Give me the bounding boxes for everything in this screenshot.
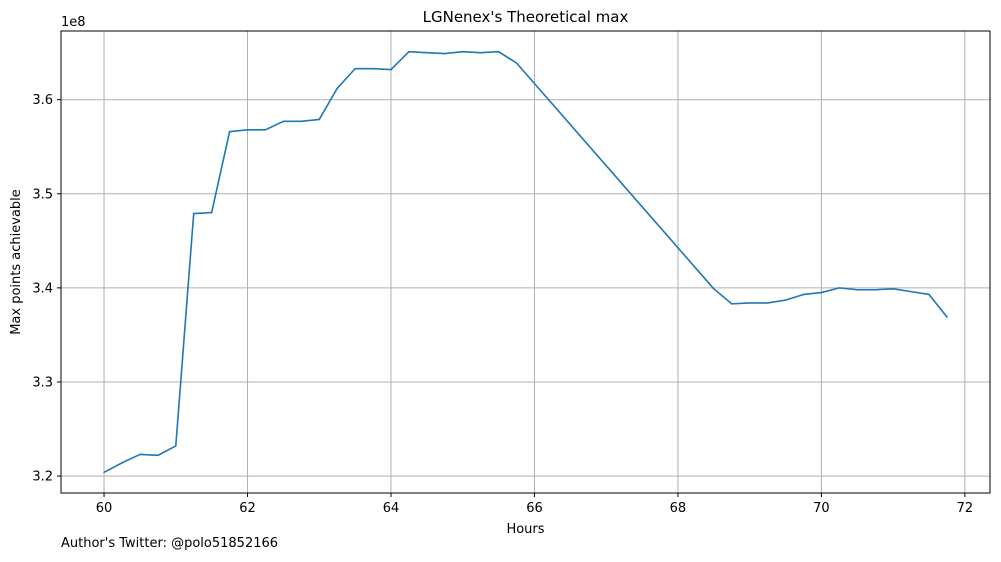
data-point [210,211,213,214]
data-point [946,316,948,318]
data-point [838,287,841,289]
data-point [928,293,930,296]
data-point [390,68,392,71]
x-tick-label: 68 [670,501,687,516]
plot-area-frame [60,30,991,494]
y-tick-label: 3.3 [32,375,53,390]
data-point [354,67,356,70]
y-axis-offset-label: 1e8 [61,15,86,30]
x-tick-label: 64 [383,501,400,516]
data-point [856,288,859,291]
data-point [766,302,769,304]
data-point [802,293,805,296]
data-point [174,445,177,447]
data-point [497,50,500,53]
data-point [336,87,338,90]
data-point [282,120,285,123]
x-tick-label: 60 [96,501,113,516]
data-point [461,50,464,53]
data-point [784,299,787,301]
data-point [246,129,249,131]
x-tick-label: 66 [526,501,543,516]
data-point [157,454,159,457]
data-point [264,129,267,131]
data-point [892,288,894,290]
data-point [748,302,751,304]
x-axis-ticks: 60 62 64 66 68 70 72 [96,493,973,516]
data-point [318,118,321,121]
x-axis-label: Hours [506,522,544,537]
x-tick-label: 62 [239,501,256,516]
series-line-0 [103,50,948,474]
author-credit: Author's Twitter: @polo51852166 [61,536,279,551]
y-tick-label: 3.5 [32,187,53,202]
y-tick-label: 3.2 [32,470,53,485]
chart-title: LGNenex's Theoretical max [423,8,629,26]
data-point [139,453,141,456]
data-point [372,67,374,70]
data-point [192,212,195,215]
data-point [408,50,410,53]
data-point [426,51,428,54]
y-axis-label: Max points achievable [9,189,24,335]
y-axis-ticks: 3.2 3.3 3.4 3.5 3.6 [32,93,61,485]
data-point [300,120,303,123]
data-point [103,471,105,474]
data-point [910,290,912,293]
data-point [730,303,733,305]
x-tick-label: 72 [957,501,974,516]
data-point [874,288,877,291]
x-tick-label: 70 [813,501,830,516]
y-tick-label: 3.6 [32,93,53,108]
data-point [713,288,715,290]
y-tick-label: 3.4 [32,281,53,296]
data-point [479,51,482,54]
data-point [444,52,446,55]
data-point [820,291,823,294]
series-lines [103,50,948,474]
data-point [228,130,231,133]
data-point [515,62,518,64]
data-point [121,462,123,464]
